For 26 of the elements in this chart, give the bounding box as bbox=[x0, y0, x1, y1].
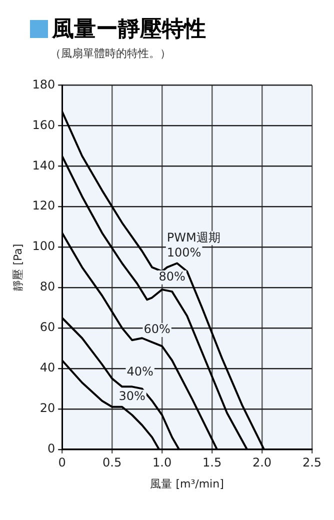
x-tick-label: 2.5 bbox=[302, 456, 322, 470]
chart-title: 風量ー靜壓特性 bbox=[52, 16, 206, 44]
y-tick-label: 160 bbox=[32, 118, 56, 132]
annotation: PWM週期 bbox=[166, 230, 220, 244]
x-tick-label: 0 bbox=[58, 456, 66, 470]
x-tick-label: 2.0 bbox=[252, 456, 272, 470]
x-axis-title: 風量 [m³/min] bbox=[150, 477, 224, 490]
x-tick-label: 0.5 bbox=[102, 456, 122, 470]
annotation: 100% bbox=[166, 245, 202, 260]
y-tick-label: 20 bbox=[40, 401, 56, 416]
annotation: 60% bbox=[144, 322, 170, 336]
y-tick-label: 80 bbox=[40, 280, 56, 294]
annotation: 30% bbox=[118, 388, 146, 403]
y-tick-label: 180 bbox=[32, 77, 56, 92]
y-tick-label: 100 bbox=[32, 239, 56, 254]
annotation: 80% bbox=[158, 270, 186, 284]
annotation: 40% bbox=[126, 364, 154, 379]
y-tick-label: 140 bbox=[32, 158, 56, 172]
y-tick-label: 40 bbox=[40, 360, 56, 375]
y-tick-label: 60 bbox=[40, 320, 56, 334]
y-tick-label: 120 bbox=[32, 198, 56, 213]
chart-subtitle: （風扇單體時的特性。） bbox=[50, 46, 172, 61]
x-tick-label: 1.0 bbox=[152, 456, 172, 470]
y-tick-label: 0 bbox=[47, 442, 56, 456]
y-axis-title: 靜壓 [Pa] bbox=[11, 244, 24, 291]
x-tick-label: 1.5 bbox=[202, 456, 222, 470]
